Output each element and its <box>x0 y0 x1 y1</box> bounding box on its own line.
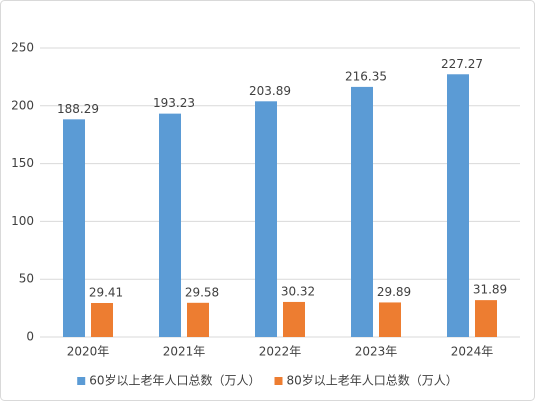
y-tick-label: 150 <box>11 156 34 170</box>
x-tick-label: 2023年 <box>355 345 398 359</box>
value-label: 216.35 <box>345 69 387 83</box>
value-label: 29.41 <box>89 286 123 300</box>
legend-label: 60岁以上老年人口总数（万人） <box>89 373 260 388</box>
legend-swatch <box>77 377 86 385</box>
y-tick-label: 0 <box>26 330 34 344</box>
y-tick-label: 100 <box>11 214 34 228</box>
value-label: 193.23 <box>153 96 195 110</box>
value-label: 203.89 <box>249 84 291 98</box>
bar <box>351 86 373 337</box>
value-label: 29.89 <box>377 285 411 299</box>
value-label: 188.29 <box>57 102 99 116</box>
x-tick-label: 2024年 <box>451 345 494 359</box>
x-tick-label: 2020年 <box>67 345 110 359</box>
bar <box>187 302 209 337</box>
value-label: 31.89 <box>473 283 507 297</box>
x-tick-label: 2022年 <box>259 345 302 359</box>
bar <box>379 302 401 337</box>
bar <box>283 301 305 337</box>
bar <box>91 303 113 337</box>
legend-swatch <box>274 377 283 385</box>
value-label: 227.27 <box>441 57 483 71</box>
x-tick-label: 2021年 <box>163 345 206 359</box>
bar <box>255 101 277 337</box>
y-tick-label: 50 <box>19 272 34 286</box>
bar <box>475 300 497 337</box>
legend-label: 80岁以上老年人口总数（万人） <box>287 373 458 388</box>
bar <box>63 119 85 337</box>
y-tick-label: 200 <box>11 98 34 112</box>
value-label: 29.58 <box>185 285 219 299</box>
y-tick-label: 250 <box>11 41 34 55</box>
bar <box>447 74 469 337</box>
value-label: 30.32 <box>281 284 315 298</box>
bar <box>159 113 181 337</box>
